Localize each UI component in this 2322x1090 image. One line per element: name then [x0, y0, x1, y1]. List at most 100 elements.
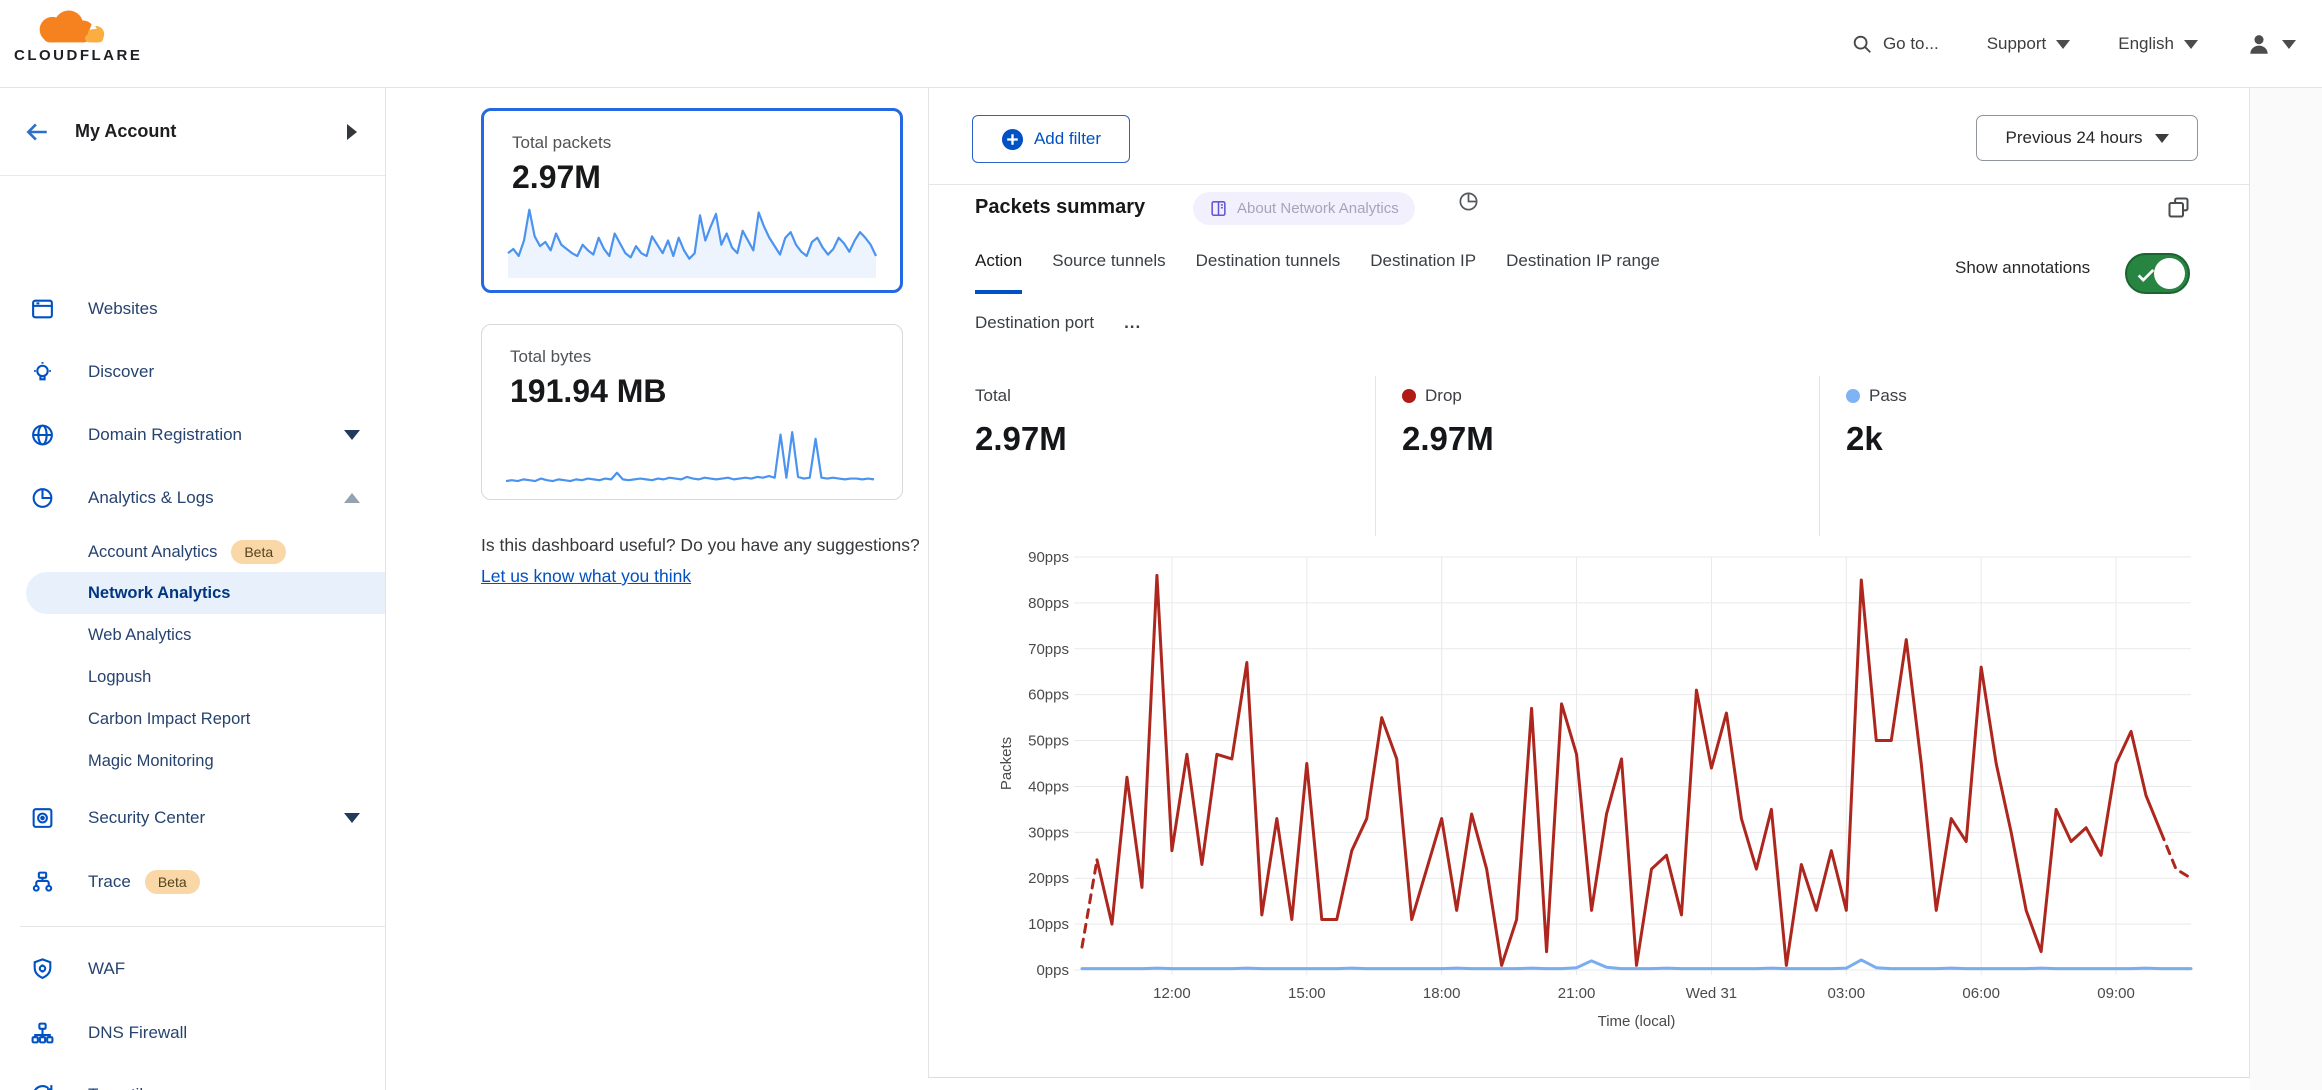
chevron-up-icon — [344, 493, 360, 503]
account-menu[interactable] — [2246, 31, 2296, 57]
support-menu[interactable]: Support — [1987, 34, 2071, 54]
stat-dot-1 — [1402, 389, 1416, 403]
sidebar-item-discover[interactable]: Discover — [0, 351, 385, 393]
sidebar-item-logpush[interactable]: Logpush — [0, 656, 385, 698]
lightbulb-icon — [34, 362, 51, 381]
svg-text:03:00: 03:00 — [1828, 985, 1866, 1002]
svg-text:Wed 31: Wed 31 — [1686, 985, 1737, 1002]
plus-circle-icon — [1001, 128, 1023, 150]
cloudflare-logo[interactable]: CLOUDFLARE — [14, 6, 143, 64]
language-menu[interactable]: English — [2118, 34, 2198, 54]
right-gutter — [2250, 88, 2322, 1090]
stat-pass: Pass 2k — [1819, 376, 2197, 536]
packets-chart[interactable]: 0pps 10pps 20pps 30pps 40pps 50pps 60pps 70pps 8… — [991, 540, 2221, 1050]
security-center-icon — [32, 808, 53, 828]
card-title: Total bytes — [510, 347, 592, 366]
svg-text:40pps: 40pps — [1028, 778, 1069, 795]
expand-window-icon[interactable] — [2165, 194, 2192, 221]
sidebar-item-dns-firewall[interactable]: DNS Firewall — [0, 1012, 385, 1054]
sidebar: My Account Websites Discover Domain Regi… — [0, 88, 386, 1090]
time-range-label: Previous 24 hours — [2005, 128, 2143, 147]
pie-chart-toggle-icon[interactable] — [1457, 190, 1480, 213]
tab-destination-port[interactable]: Destination port — [975, 313, 1095, 332]
sidebar-item-label: Domain Registration — [88, 425, 243, 444]
sidebar-my-account[interactable]: My Account — [0, 88, 385, 176]
sidebar-item-turnstile[interactable]: Turnstile — [0, 1074, 385, 1090]
add-filter-button[interactable]: Add filter — [972, 115, 1130, 163]
stat-value: 2.97M — [975, 420, 1067, 457]
stat-value: 2.97M — [1402, 420, 1494, 457]
tab-destination-ip[interactable]: Destination IP — [1370, 251, 1477, 270]
tab-action[interactable]: Action — [975, 250, 1023, 294]
tab-destination-tunnels[interactable]: Destination tunnels — [1195, 251, 1341, 270]
time-range-dropdown[interactable]: Previous 24 hours — [1976, 115, 2198, 161]
feedback-question: Is this dashboard useful? Do you have an… — [481, 535, 920, 555]
sidebar-item-web-analytics[interactable]: Web Analytics — [0, 614, 385, 656]
sidebar-item-security-center[interactable]: Security Center — [0, 797, 385, 839]
header-controls: Go to... Support English — [1851, 0, 2296, 88]
svg-text:30pps: 30pps — [1028, 824, 1069, 841]
sidebar-item-label: Turnstile — [88, 1085, 153, 1090]
svg-text:10pps: 10pps — [1028, 916, 1069, 933]
sidebar-item-label: Magic Monitoring — [88, 751, 214, 770]
card-title: Total packets — [512, 133, 612, 152]
svg-text:09:00: 09:00 — [2097, 985, 2135, 1002]
panel-divider — [929, 184, 2249, 185]
tab-destination-ip-range[interactable]: Destination IP range — [1506, 251, 1660, 270]
svg-text:15:00: 15:00 — [1288, 985, 1326, 1002]
hierarchy-icon — [31, 1022, 54, 1044]
about-network-analytics-badge[interactable]: About Network Analytics — [1193, 192, 1415, 225]
show-annotations-toggle[interactable] — [2125, 253, 2190, 294]
total-bytes-sparkline — [505, 431, 875, 483]
summary-tabs: Action Source tunnels Destination tunnel… — [975, 250, 1765, 352]
sidebar-item-label: WAF — [88, 959, 126, 978]
sidebar-item-domain-registration[interactable]: Domain Registration — [0, 414, 385, 456]
chevron-down-icon — [2154, 133, 2169, 143]
sidebar-item-carbon-impact-report[interactable]: Carbon Impact Report — [0, 698, 385, 740]
stat-value: 2k — [1846, 420, 1883, 457]
svg-text:50pps: 50pps — [1028, 733, 1069, 750]
sidebar-item-label: Trace — [88, 872, 131, 891]
stat-drop: Drop 2.97M — [1375, 376, 1819, 536]
chevron-down-icon — [2184, 39, 2198, 49]
svg-text:0pps: 0pps — [1036, 962, 1069, 979]
sidebar-item-label: Web Analytics — [88, 625, 192, 644]
network-analytics-panel: Add filter Previous 24 hours Packets sum… — [928, 88, 2250, 1078]
back-arrow-icon[interactable] — [24, 119, 50, 145]
show-annotations-label: Show annotations — [1955, 258, 2091, 277]
sidebar-item-label: Discover — [88, 362, 155, 381]
svg-text:12:00: 12:00 — [1153, 985, 1191, 1002]
svg-text:60pps: 60pps — [1028, 687, 1069, 704]
feedback-block: Is this dashboard useful? Do you have an… — [481, 530, 931, 592]
total-bytes-card[interactable]: Total bytes 191.94 MB — [481, 324, 903, 500]
user-icon — [2250, 35, 2268, 54]
check-icon — [2137, 268, 2155, 282]
browser-icon — [32, 299, 53, 319]
sidebar-item-analytics-logs[interactable]: Analytics & Logs — [0, 477, 385, 519]
sidebar-item-magic-monitoring[interactable]: Magic Monitoring — [0, 740, 385, 782]
sidebar-item-waf[interactable]: WAF — [0, 948, 385, 990]
sidebar-item-network-analytics[interactable]: Network Analytics — [26, 572, 385, 614]
sidebar-item-label: Account Analytics — [88, 542, 218, 561]
sidebar-item-account-analytics[interactable]: Account Analytics Beta — [0, 531, 385, 573]
cloudflare-wordmark: CLOUDFLARE — [14, 47, 143, 64]
goto-search[interactable]: Go to... — [1851, 33, 1939, 55]
sidebar-item-label: Network Analytics — [88, 583, 231, 602]
sidebar-item-label: Logpush — [88, 667, 152, 686]
sidebar-divider — [20, 926, 385, 927]
sidebar-item-trace[interactable]: Trace Beta — [0, 861, 385, 903]
svg-text:21:00: 21:00 — [1558, 985, 1596, 1002]
tabs-overflow-button[interactable]: ... — [1124, 313, 1142, 332]
globe-icon — [32, 424, 53, 446]
goto-label: Go to... — [1882, 34, 1939, 53]
tab-source-tunnels[interactable]: Source tunnels — [1052, 251, 1166, 270]
top-header: CLOUDFLARE Go to... Support English — [0, 0, 2322, 88]
shield-gear-icon — [33, 958, 52, 979]
pie-chart-icon — [32, 488, 53, 508]
total-packets-card[interactable]: Total packets 2.97M — [481, 108, 903, 293]
feedback-link[interactable]: Let us know what you think — [481, 566, 692, 586]
stat-total: Total 2.97M — [975, 376, 1375, 536]
support-label: Support — [1986, 34, 2047, 53]
sidebar-item-websites[interactable]: Websites — [0, 288, 385, 330]
svg-text:18:00: 18:00 — [1423, 985, 1461, 1002]
